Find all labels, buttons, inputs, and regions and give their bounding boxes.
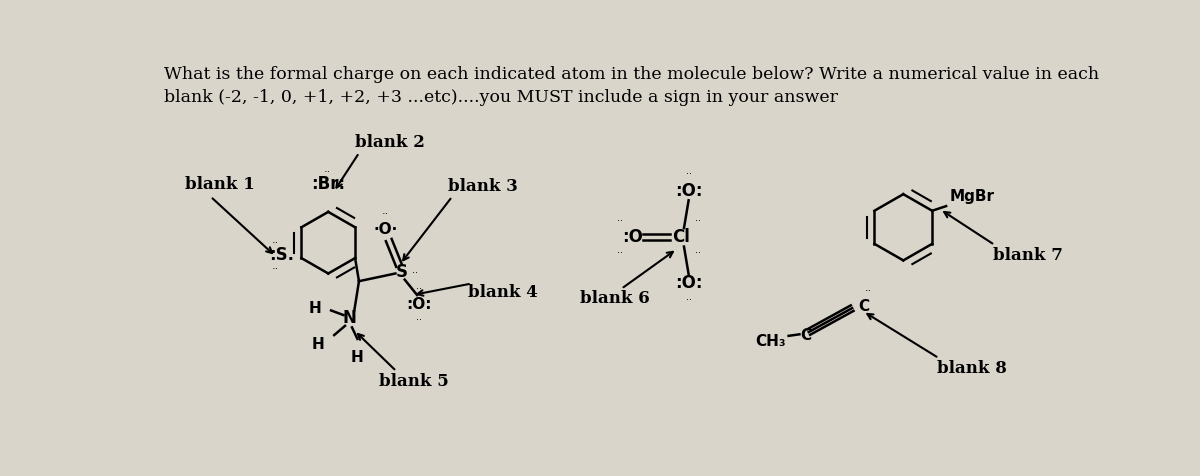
Text: H: H — [352, 350, 364, 366]
Text: ··: ·· — [618, 248, 624, 258]
Text: S: S — [396, 263, 408, 281]
Text: H: H — [308, 301, 320, 317]
Text: ··: ·· — [685, 296, 691, 306]
Text: ··: ·· — [685, 169, 691, 179]
Text: ··: ·· — [865, 286, 872, 296]
Text: :O:: :O: — [674, 275, 702, 292]
Text: N: N — [343, 309, 356, 327]
Text: C: C — [858, 299, 870, 314]
Text: CH₃: CH₃ — [755, 334, 786, 349]
Text: :Br:: :Br: — [311, 175, 346, 193]
Text: C: C — [800, 327, 811, 343]
Text: ··: ·· — [272, 238, 280, 248]
Text: blank (-2, -1, 0, +1, +2, +3 ...etc)....you MUST include a sign in your answer: blank (-2, -1, 0, +1, +2, +3 ...etc)....… — [164, 89, 838, 106]
Text: ··: ·· — [382, 209, 389, 219]
Text: :S.: :S. — [269, 246, 294, 264]
Text: ··: ·· — [324, 167, 331, 177]
Text: Cl: Cl — [672, 228, 690, 246]
Text: blank 2: blank 2 — [355, 134, 425, 151]
Text: MgBr: MgBr — [949, 189, 995, 204]
Text: :O: :O — [623, 228, 643, 246]
Text: blank 6: blank 6 — [580, 290, 650, 307]
Text: blank 1: blank 1 — [185, 177, 254, 193]
Text: :O:: :O: — [674, 182, 702, 200]
Text: blank 3: blank 3 — [449, 178, 518, 195]
Text: What is the formal charge on each indicated atom in the molecule below? Write a : What is the formal charge on each indica… — [164, 66, 1099, 83]
Text: ··: ·· — [415, 315, 421, 325]
Text: ··: ·· — [415, 284, 421, 294]
Text: blank 4: blank 4 — [468, 284, 538, 301]
Text: blank 8: blank 8 — [937, 360, 1007, 377]
Text: H: H — [312, 337, 325, 352]
Text: :O:: :O: — [406, 297, 431, 312]
Text: ··: ·· — [618, 216, 624, 226]
Text: ··: ·· — [695, 216, 701, 226]
Text: ··: ·· — [412, 268, 418, 278]
Text: ··: ·· — [272, 264, 280, 274]
Text: ··: ·· — [695, 248, 701, 258]
Text: blank 7: blank 7 — [994, 247, 1063, 264]
Text: ·O·: ·O· — [373, 222, 397, 237]
Text: blank 5: blank 5 — [379, 373, 449, 390]
